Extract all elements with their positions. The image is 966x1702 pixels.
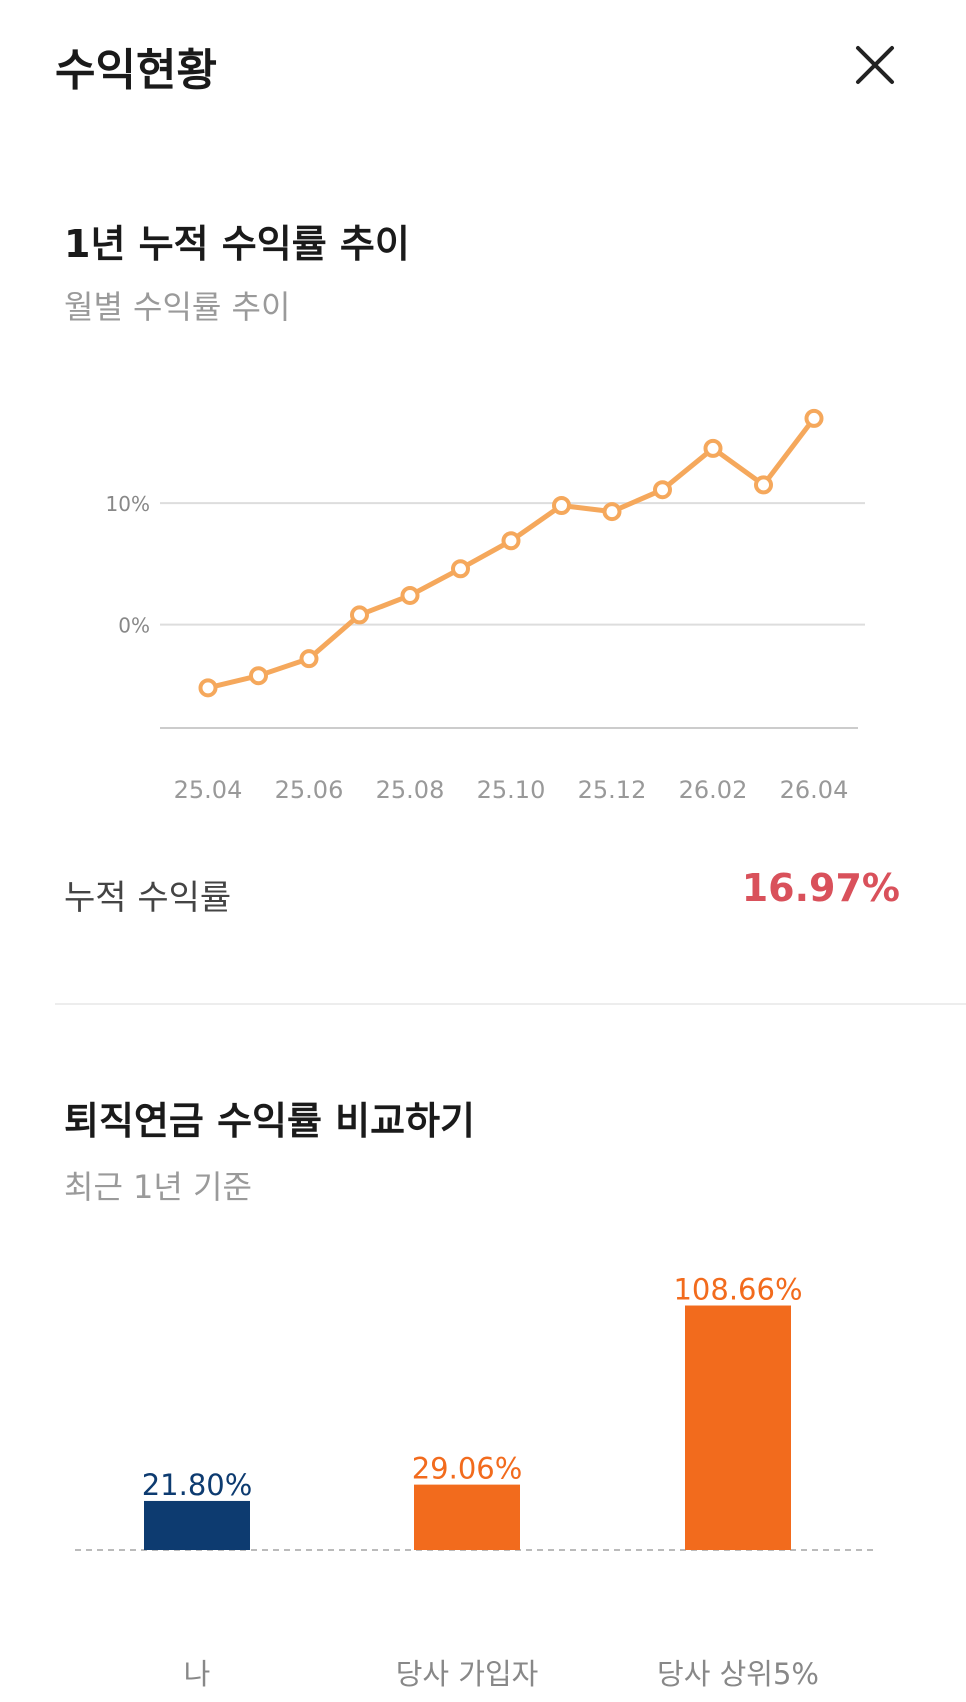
y-tick-label: 10% xyxy=(106,492,150,516)
bar-value-label: 21.80% xyxy=(142,1468,253,1502)
x-tick-label: 25.12 xyxy=(578,776,647,804)
cumulative-return-label: 누적 수익률 xyxy=(64,878,232,918)
return-trend-line-chart: 10% 0% 25.04 25.06 25.08 25.10 25.12 26.02 26.04 xyxy=(106,408,865,804)
compare-section-subtitle: 최근 1년 기준 xyxy=(64,1168,252,1206)
bar-value-label: 108.66% xyxy=(673,1273,802,1307)
return-compare-bar-chart: 21.80% 나 29.06% 당사 가입자 108.66% 당사 상위5% xyxy=(75,1273,875,1691)
section-divider xyxy=(55,1003,966,1005)
data-point xyxy=(249,666,268,686)
data-point xyxy=(602,502,622,522)
data-point xyxy=(501,531,521,551)
data-point xyxy=(804,408,824,428)
bar-category-label: 당사 상위5% xyxy=(657,1657,819,1691)
data-point xyxy=(350,605,369,625)
close-icon xyxy=(856,46,894,84)
trend-section-title: 1년 누적 수익률 추이 xyxy=(64,222,410,266)
x-tick-label: 26.04 xyxy=(780,776,849,804)
data-point xyxy=(299,649,319,669)
data-point xyxy=(754,475,773,495)
bar-value-label: 29.06% xyxy=(412,1452,523,1486)
close-button[interactable] xyxy=(850,40,900,90)
data-point xyxy=(451,559,470,579)
bar-category-label: 당사 가입자 xyxy=(396,1657,539,1691)
x-tick-label: 26.02 xyxy=(679,776,748,804)
data-point xyxy=(703,438,723,458)
bar xyxy=(685,1305,791,1550)
data-point xyxy=(653,480,672,500)
data-point xyxy=(552,496,571,516)
bar xyxy=(414,1484,520,1550)
header: 수익현황 xyxy=(0,0,966,130)
compare-section-title: 퇴직연금 수익률 비교하기 xyxy=(64,1099,476,1143)
x-tick-label: 25.06 xyxy=(275,776,344,804)
x-tick-label: 25.04 xyxy=(174,776,243,804)
bar xyxy=(144,1500,250,1550)
series-line xyxy=(205,415,817,691)
y-tick-label: 0% xyxy=(118,614,150,638)
page-title: 수익현황 xyxy=(55,45,217,96)
cumulative-return-value: 16.97% xyxy=(741,866,900,910)
x-tick-label: 25.08 xyxy=(376,776,445,804)
data-point xyxy=(400,585,420,605)
bar-category-label: 나 xyxy=(184,1657,211,1691)
data-point xyxy=(198,678,218,698)
trend-section-subtitle: 월별 수익률 추이 xyxy=(64,288,291,326)
x-tick-label: 25.10 xyxy=(477,776,546,804)
